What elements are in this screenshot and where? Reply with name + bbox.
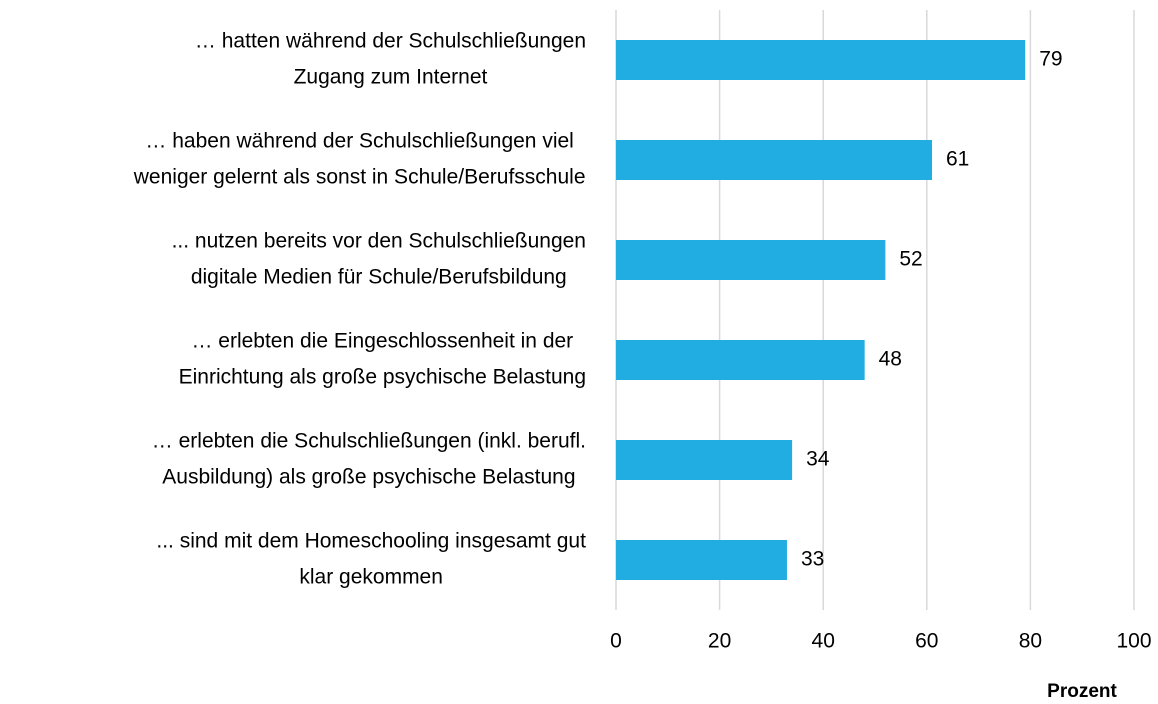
category-label: … erlebten die Schulschließungen (inkl. … bbox=[152, 430, 586, 453]
bar bbox=[616, 340, 865, 380]
x-tick-label: 0 bbox=[610, 630, 622, 653]
bar bbox=[616, 240, 886, 280]
value-label: 61 bbox=[946, 148, 969, 171]
x-tick-label: 60 bbox=[915, 630, 938, 653]
category-label: Zugang zum Internet bbox=[294, 66, 488, 89]
x-axis-label: Prozent bbox=[1047, 681, 1117, 702]
category-label: ... nutzen bereits vor den Schulschließu… bbox=[172, 230, 586, 253]
category-label: weniger gelernt als sonst in Schule/Beru… bbox=[133, 166, 586, 189]
value-label: 48 bbox=[879, 348, 902, 371]
value-label: 34 bbox=[806, 448, 830, 471]
bar bbox=[616, 540, 787, 580]
x-tick-label: 20 bbox=[708, 630, 731, 653]
category-label: … haben während der Schulschließungen vi… bbox=[145, 130, 573, 153]
value-label: 52 bbox=[899, 248, 922, 271]
x-tick-label: 80 bbox=[1019, 630, 1042, 653]
value-label: 33 bbox=[801, 548, 824, 571]
category-label: … erlebten die Eingeschlossenheit in der bbox=[191, 330, 573, 353]
category-label: Ausbildung) als große psychische Belastu… bbox=[162, 466, 575, 489]
bar bbox=[616, 440, 793, 480]
bar bbox=[616, 40, 1026, 80]
category-label: ... sind mit dem Homeschooling insgesamt… bbox=[156, 530, 586, 553]
x-tick-label: 100 bbox=[1116, 630, 1151, 653]
category-label: klar gekommen bbox=[299, 566, 443, 589]
bar bbox=[616, 140, 932, 180]
category-label: Einrichtung als große psychische Belastu… bbox=[179, 366, 586, 389]
category-label: digitale Medien für Schule/Berufsbildung bbox=[191, 266, 567, 289]
value-label: 79 bbox=[1039, 48, 1062, 71]
category-label: … hatten während der Schulschließungen bbox=[195, 30, 586, 53]
x-tick-label: 40 bbox=[812, 630, 835, 653]
